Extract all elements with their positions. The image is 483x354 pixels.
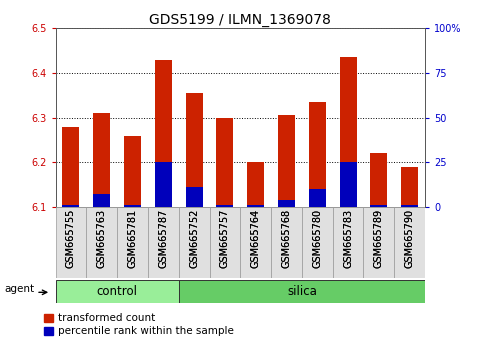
Text: GSM665787: GSM665787 [158,209,168,268]
Bar [185,187,202,207]
Bar [62,127,79,207]
Text: GSM665789: GSM665789 [374,209,384,268]
Bar [240,207,271,278]
Text: GSM665755: GSM665755 [66,209,76,268]
Bar [148,207,179,278]
Text: GSM665757: GSM665757 [220,209,230,268]
Bar [179,207,210,278]
Text: GSM665763: GSM665763 [97,209,107,268]
Text: GSM665764: GSM665764 [251,209,261,268]
Text: GSM665768: GSM665768 [282,209,291,268]
Legend: transformed count, percentile rank within the sample: transformed count, percentile rank withi… [44,313,234,336]
Text: GSM665752: GSM665752 [189,209,199,268]
Text: control: control [97,285,138,298]
Bar [340,162,356,207]
Text: GSM665768: GSM665768 [282,209,291,268]
Bar [155,162,172,207]
Text: GSM665752: GSM665752 [189,209,199,268]
Bar [247,162,264,207]
Bar [62,205,79,207]
Bar [302,207,333,278]
Bar [56,207,86,278]
Text: GSM665783: GSM665783 [343,209,353,268]
Bar [210,207,240,278]
Bar [124,136,141,207]
Bar [309,189,326,207]
Bar [56,280,179,303]
Text: GSM665783: GSM665783 [343,209,353,268]
Text: GSM665780: GSM665780 [313,209,322,268]
Text: silica: silica [287,285,317,298]
Bar [278,200,295,207]
Text: GSM665780: GSM665780 [313,209,322,268]
Text: GSM665781: GSM665781 [128,209,138,268]
Text: GSM665787: GSM665787 [158,209,168,268]
Text: GSM665757: GSM665757 [220,209,230,268]
Bar [179,280,425,303]
Bar [216,205,233,207]
Bar [247,205,264,207]
Bar [216,118,233,207]
Bar [155,59,172,207]
Title: GDS5199 / ILMN_1369078: GDS5199 / ILMN_1369078 [149,13,331,27]
Bar [93,194,110,207]
Bar [309,102,326,207]
Bar [117,207,148,278]
Bar [185,93,202,207]
Bar [333,207,364,278]
Text: GSM665789: GSM665789 [374,209,384,268]
Bar [340,57,356,207]
Bar [124,205,141,207]
Text: GSM665764: GSM665764 [251,209,261,268]
Text: GSM665781: GSM665781 [128,209,138,268]
Bar [86,207,117,278]
Bar [271,207,302,278]
Bar [93,113,110,207]
Bar [370,205,387,207]
Text: GSM665790: GSM665790 [405,209,414,268]
Bar [394,207,425,278]
Text: GSM665790: GSM665790 [405,209,414,268]
Bar [401,205,418,207]
Text: agent: agent [4,284,35,294]
Bar [370,154,387,207]
Bar [278,115,295,207]
Text: GSM665755: GSM665755 [66,209,76,268]
Bar [364,207,394,278]
Bar [401,167,418,207]
Text: GSM665763: GSM665763 [97,209,107,268]
